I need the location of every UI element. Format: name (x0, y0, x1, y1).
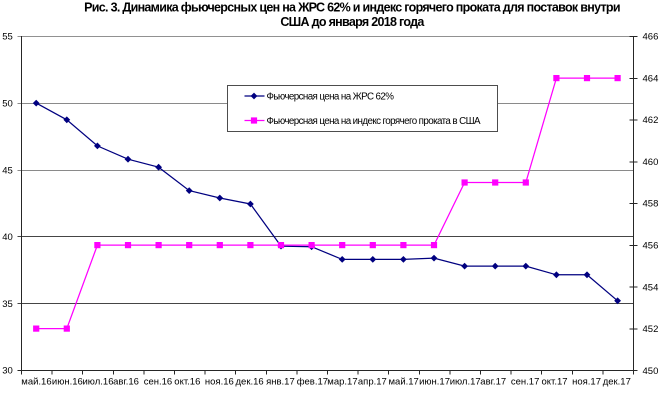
svg-text:июн.16: июн.16 (52, 377, 83, 388)
svg-text:ноя.16: ноя.16 (205, 377, 234, 388)
svg-text:Фьючерсная цена на ЖРС 62%: Фьючерсная цена на ЖРС 62% (267, 91, 395, 102)
svg-text:456: 456 (643, 241, 659, 252)
svg-text:дек.16: дек.16 (236, 377, 264, 388)
svg-text:452: 452 (643, 324, 659, 335)
svg-text:окт.17: окт.17 (542, 377, 568, 388)
svg-text:30: 30 (2, 366, 13, 377)
svg-text:июл.17: июл.17 (450, 377, 481, 388)
svg-text:сен.16: сен.16 (144, 377, 173, 388)
svg-text:сен.17: сен.17 (511, 377, 540, 388)
svg-text:458: 458 (643, 199, 659, 210)
svg-text:май.17: май.17 (389, 377, 419, 388)
svg-text:апр.17: апр.17 (358, 377, 387, 388)
svg-text:янв.17: янв.17 (266, 377, 295, 388)
svg-text:июн.17: июн.17 (419, 377, 450, 388)
svg-text:Рис. 3. Динамика фьючерсных це: Рис. 3. Динамика фьючерсных цен на ЖРС 6… (84, 1, 620, 15)
svg-text:авг.16: авг.16 (113, 377, 139, 388)
svg-text:55: 55 (2, 32, 13, 43)
svg-text:авг.17: авг.17 (480, 377, 506, 388)
svg-text:50: 50 (2, 99, 13, 110)
svg-text:мар.17: мар.17 (327, 377, 357, 388)
svg-text:июл.16: июл.16 (83, 377, 114, 388)
svg-text:45: 45 (2, 165, 13, 176)
svg-text:ноя.17: ноя.17 (572, 377, 601, 388)
svg-text:фев.17: фев.17 (297, 377, 328, 388)
svg-text:462: 462 (643, 115, 659, 126)
svg-text:Фьючерсная цена на индекс горя: Фьючерсная цена на индекс горячего прока… (267, 116, 481, 127)
svg-text:464: 464 (643, 74, 659, 85)
svg-text:40: 40 (2, 232, 13, 243)
svg-text:460: 460 (643, 157, 659, 168)
svg-text:450: 450 (643, 366, 659, 377)
svg-text:35: 35 (2, 299, 13, 310)
svg-text:дек.17: дек.17 (603, 377, 631, 388)
svg-text:окт.16: окт.16 (174, 377, 200, 388)
svg-text:май.16: май.16 (21, 377, 51, 388)
svg-text:454: 454 (643, 282, 659, 293)
svg-text:США до января 2018 года: США до января 2018 года (280, 15, 425, 29)
svg-text:466: 466 (643, 32, 659, 43)
